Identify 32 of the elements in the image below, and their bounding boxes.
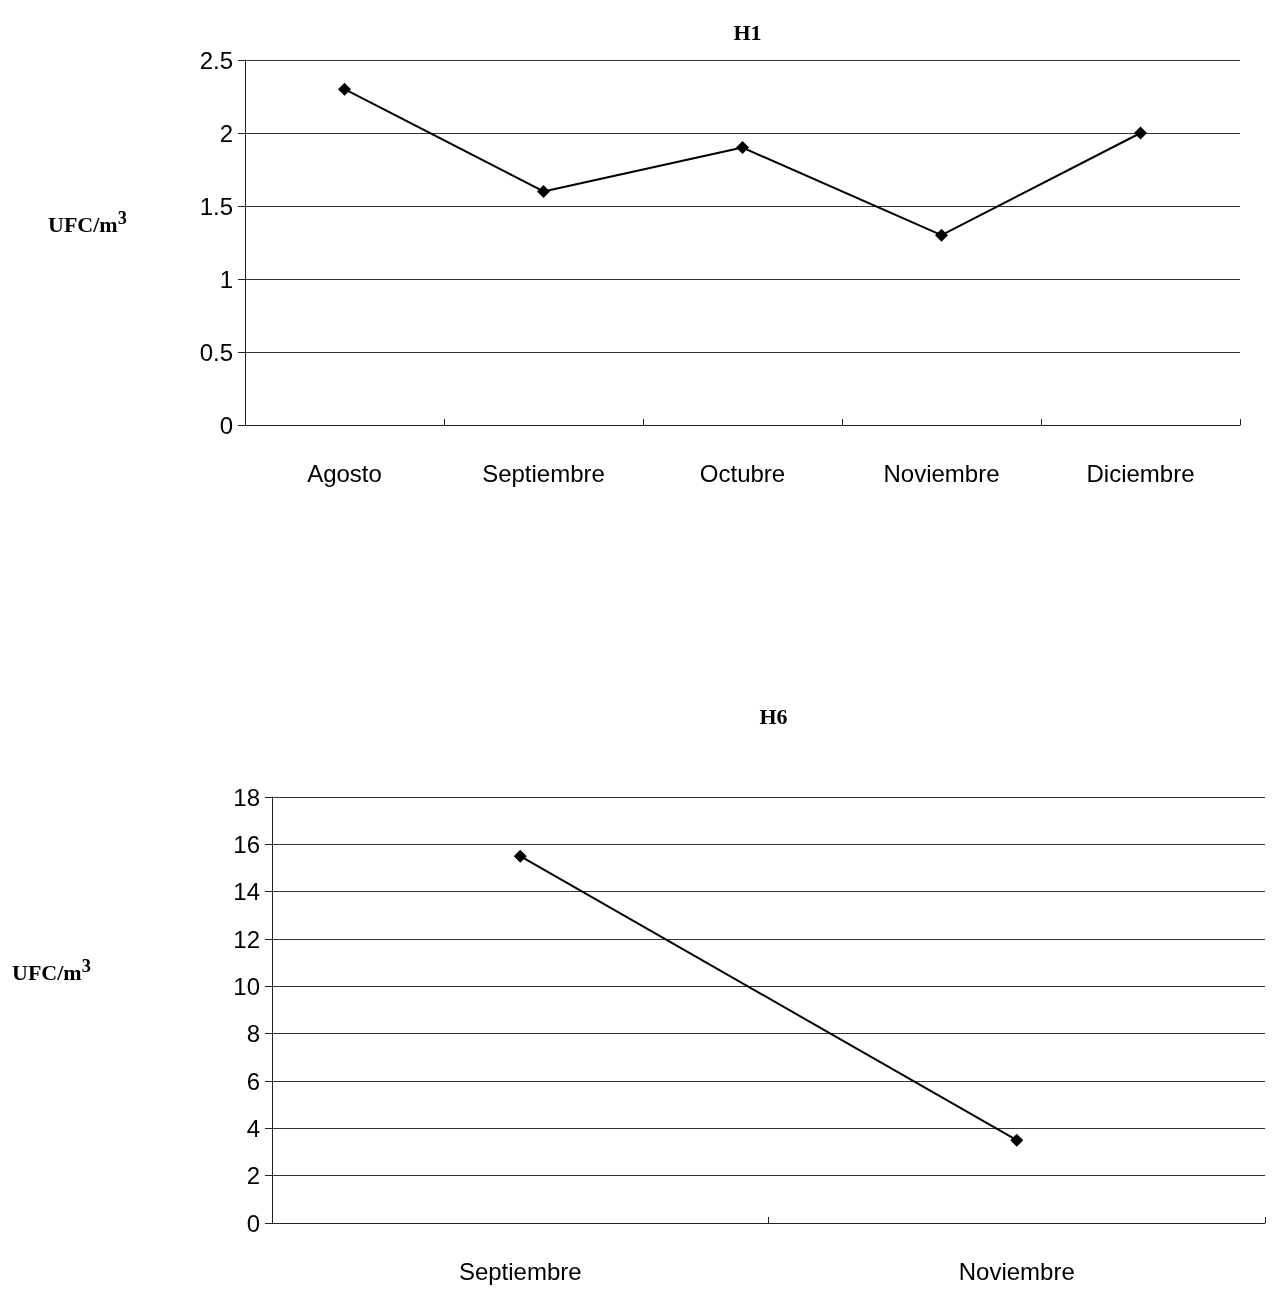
x-tick-label: Septiembre <box>482 459 605 487</box>
point <box>736 141 749 155</box>
y-tick-label: 14 <box>233 878 260 906</box>
y-tick-label: 12 <box>233 925 260 953</box>
y-axis-title: UFC/m$^{3}$ <box>12 956 91 987</box>
chart-title: H1 <box>733 19 762 45</box>
y-tick-label: 10 <box>233 972 260 1000</box>
y-tick-label: 2.5 <box>199 46 233 74</box>
y-tick-label: 2 <box>219 119 233 147</box>
y-tick-label: 0 <box>219 411 233 439</box>
x-tick-label: Noviembre <box>883 459 1000 487</box>
y-tick-label: 6 <box>246 1067 260 1095</box>
x-tick-label: Noviembre <box>958 1257 1075 1285</box>
x-tick-label: Octubre <box>699 459 786 487</box>
x-tick-label: Septiembre <box>458 1257 582 1285</box>
point <box>1134 126 1147 140</box>
y-tick-label: 1.5 <box>199 192 233 220</box>
y-tick-label: 16 <box>233 830 260 858</box>
y-tick-label: 1 <box>219 265 233 293</box>
y-tick-label: 2 <box>246 1162 260 1190</box>
point <box>537 184 550 198</box>
x-tick-label: Agosto <box>307 459 382 487</box>
y-tick-label: 4 <box>246 1114 260 1142</box>
y-tick-label: 0 <box>246 1209 260 1237</box>
point <box>935 228 948 242</box>
point <box>338 82 351 96</box>
x-tick-label: Diciembre <box>1086 459 1195 487</box>
y-tick-label: 18 <box>233 783 260 811</box>
y-axis-title: UFC/m$^{3}$ <box>48 208 127 239</box>
chart-title: H6 <box>759 703 788 729</box>
y-tick-label: 0.5 <box>199 338 233 366</box>
y-tick-label: 8 <box>246 1020 260 1048</box>
